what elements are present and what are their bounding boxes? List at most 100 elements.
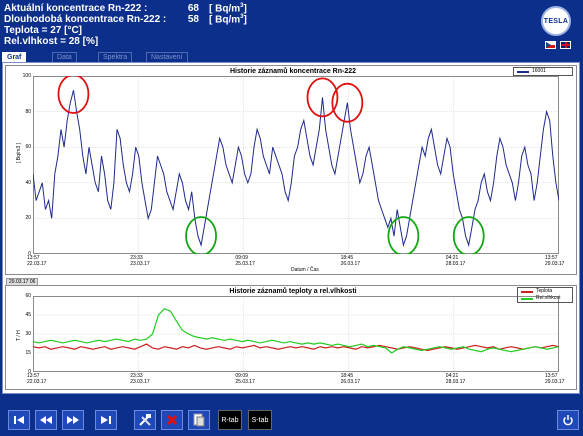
radon-x-axis-label: Datum / Čas <box>291 267 319 273</box>
current-concentration-label: Aktuální koncentrace Rn-222 : <box>4 3 148 14</box>
legend-item-teplota: Teplota <box>518 288 572 295</box>
y-tick-label: 15 <box>25 350 31 356</box>
last-icon <box>101 416 111 424</box>
tab-spektra[interactable]: Spektra <box>98 52 133 62</box>
peak-highlight-circle <box>306 77 339 118</box>
tab-data[interactable]: Data <box>52 52 77 62</box>
temp-humidity-chart-plot <box>33 296 559 372</box>
current-concentration-value: 68 <box>187 3 199 14</box>
x-tick-time: 09:09 <box>235 373 248 379</box>
x-tick-time: 13:57 <box>27 373 40 379</box>
delete-button[interactable] <box>161 410 183 430</box>
x-tick-date: 23.03.17 <box>130 379 150 385</box>
series-line-rel-vlhkost <box>33 307 559 354</box>
tesla-logo: TESLA <box>541 6 571 36</box>
export-icon <box>193 413 205 427</box>
y-tick-label: 0 <box>28 251 31 257</box>
temp-humidity-chart-title: Historie záznamů teploty a rel.vlhkosti <box>229 288 357 295</box>
x-tick-time: 13:57 <box>27 255 40 261</box>
trough-highlight-circle <box>387 216 420 254</box>
y-tick-label: 45 <box>25 312 31 318</box>
x-tick-time: 18:45 <box>340 373 354 379</box>
r-tab-button[interactable]: R-tab <box>218 410 242 430</box>
x-tick-time: 23:33 <box>130 255 143 261</box>
last-button[interactable] <box>95 410 117 430</box>
humidity-label: Rel.vlhkost = 28 [%] <box>4 36 99 47</box>
peak-highlight-circle <box>57 76 90 114</box>
x-tick-label: 13:57 22.03.17 <box>27 255 46 267</box>
trough-highlight-circle <box>452 216 485 254</box>
bottom-toolbar: R-tab S-tab <box>0 400 583 436</box>
x-tick-date: 29.03.17 <box>545 261 565 267</box>
y-tick-label: 100 <box>22 73 31 79</box>
x-tick-time: 09:09 <box>235 255 248 261</box>
x-tick-label: 04:21 28.03.17 <box>446 255 465 267</box>
cz-flag-icon[interactable] <box>545 41 556 49</box>
delete-icon <box>166 414 178 426</box>
long-term-concentration-value: 58 <box>187 14 199 25</box>
export-button[interactable] <box>188 410 210 430</box>
power-button[interactable] <box>557 410 579 430</box>
series-line-16001 <box>33 90 559 248</box>
y-tick-label: 30 <box>25 331 31 337</box>
x-tick-date: 26.03.17 <box>340 261 361 267</box>
temp-humidity-legend: Teplota Rel.vlhkost <box>517 287 573 303</box>
x-tick-label: 13:57 29.03.17 <box>545 373 564 385</box>
plot-border <box>33 76 559 254</box>
plot-border <box>33 296 559 372</box>
y-tick-label: 60 <box>25 293 31 299</box>
trough-highlight-circle <box>185 216 217 254</box>
y-tick-label: 20 <box>25 215 31 222</box>
x-tick-date: 22.03.17 <box>27 379 47 385</box>
graph-panel: Historie záznamů koncentrace Rn-222 1600… <box>2 62 580 394</box>
long-term-concentration-unit: [ Bq/m3] <box>209 14 247 26</box>
legend-item-vlhkost: Rel.vlhkost <box>518 295 572 302</box>
x-tick-date: 29.03.17 <box>545 379 565 385</box>
status-header: Aktuální koncentrace Rn-222 : 68 [ Bq/m3… <box>0 0 583 52</box>
tools-button[interactable] <box>134 410 156 430</box>
y-tick-label: 80 <box>25 108 31 115</box>
x-tick-label: 09:09 25.03.17 <box>235 255 254 267</box>
x-tick-label: 13:57 29.03.17 <box>545 255 564 267</box>
rewind-button[interactable] <box>35 410 57 430</box>
x-tick-time: 04:21 <box>445 255 459 261</box>
radon-chart-legend: 16001 <box>513 67 573 76</box>
series-line-teplota <box>33 343 559 352</box>
rewind-icon <box>40 416 52 424</box>
legend-item-16001: 16001 <box>514 68 572 75</box>
temp-humidity-chart-frame <box>5 285 577 390</box>
long-term-concentration-label: Dlouhodobá koncentrace Rn-222 : <box>4 14 167 25</box>
s-tab-button[interactable]: S-tab <box>248 410 272 430</box>
y-tick-label: 40 <box>25 179 31 186</box>
x-tick-date: 25.03.17 <box>235 379 255 385</box>
uk-flag-icon[interactable] <box>560 41 571 49</box>
current-concentration-unit: [ Bq/m3] <box>209 3 247 15</box>
x-tick-date: 23.03.17 <box>130 261 150 267</box>
x-tick-label: 23:33 23.03.17 <box>130 373 149 385</box>
first-icon <box>14 416 24 424</box>
first-button[interactable] <box>8 410 30 430</box>
tools-icon <box>139 414 151 426</box>
x-tick-date: 28.03.17 <box>445 261 466 267</box>
x-tick-label: 04:21 28.03.17 <box>446 373 465 385</box>
fast-forward-button[interactable] <box>62 410 84 430</box>
tab-graf[interactable]: Graf <box>2 52 27 62</box>
x-tick-label: 18:45 26.03.17 <box>341 373 360 385</box>
x-tick-time: 13:57 <box>545 255 558 261</box>
x-tick-label: 18:45 26.03.17 <box>341 255 360 267</box>
radon-chart-plot <box>33 76 559 254</box>
x-tick-date: 26.03.17 <box>340 379 361 385</box>
x-tick-date: 22.03.17 <box>27 261 47 267</box>
fast-forward-icon <box>67 416 79 424</box>
x-tick-time: 04:21 <box>445 373 459 379</box>
tab-nastaveni[interactable]: Nastavení <box>146 52 188 62</box>
x-tick-time: 23:33 <box>130 373 143 379</box>
x-tick-label: 23:33 23.03.17 <box>130 255 149 267</box>
x-tick-label: 13:57 22.03.17 <box>27 373 46 385</box>
peak-highlight-circle <box>331 82 364 123</box>
x-tick-label: 09:09 25.03.17 <box>235 373 254 385</box>
radon-chart-title: Historie záznamů koncentrace Rn-222 <box>229 68 357 75</box>
x-tick-time: 13:57 <box>545 373 558 379</box>
temperature-label: Teplota = 27 [°C] <box>4 25 82 36</box>
y-tick-label: 60 <box>25 144 31 151</box>
